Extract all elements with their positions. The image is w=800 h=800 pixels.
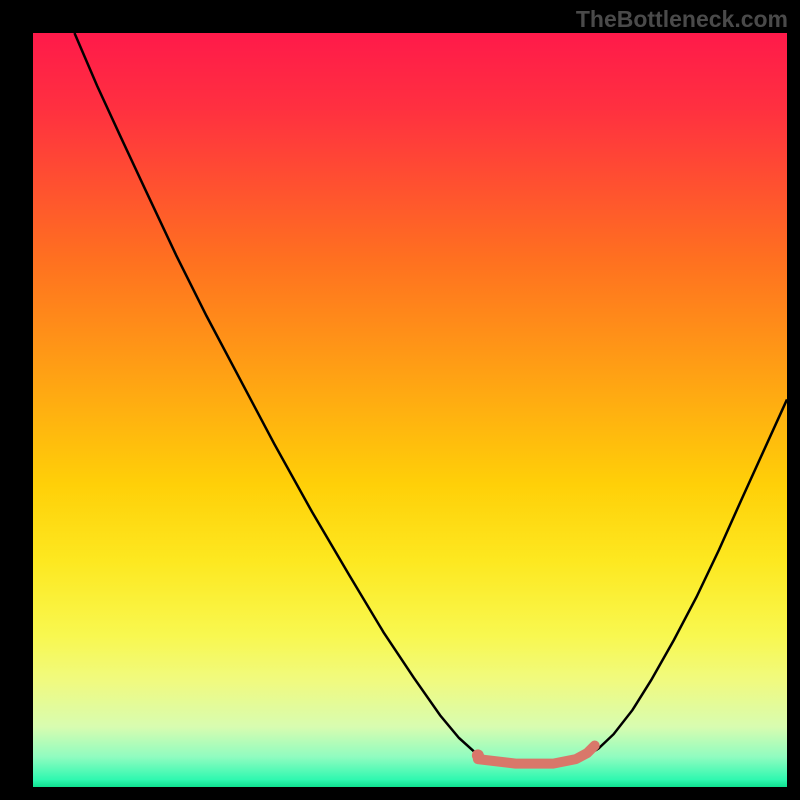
- watermark-text: TheBottleneck.com: [576, 6, 788, 33]
- bottleneck-curve: [33, 33, 787, 787]
- plot-area: [33, 33, 787, 787]
- chart-border: TheBottleneck.com: [0, 0, 800, 800]
